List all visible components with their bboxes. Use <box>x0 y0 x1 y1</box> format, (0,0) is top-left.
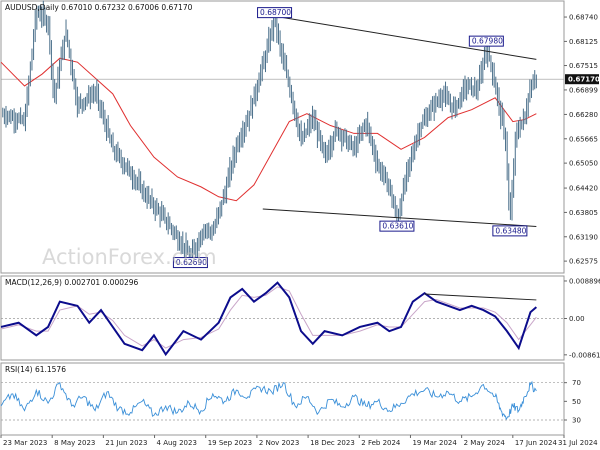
rsi-series-line <box>0 380 537 421</box>
price-callout-box <box>468 35 504 47</box>
rsi-pane: 70 50 30 RSI(14) 61.1576 <box>0 362 581 436</box>
price-y-tick-label: 0.63805 <box>569 209 598 217</box>
x-axis-tick-label: 31 Jul 2024 <box>558 439 598 447</box>
macd-y-tick-label: 0.008896 <box>569 277 600 285</box>
macd-pane-title: MACD(12,26,9) 0.002701 0.000296 <box>5 278 139 287</box>
price-callouts: 0.68700 0.67980 0.63610 0.63480 0.62690 <box>172 7 528 269</box>
price-y-axis: 0.68740 0.68125 0.67515 0.66899 0.66280 0.656… <box>564 14 600 266</box>
macd-lines <box>0 281 538 357</box>
rsi-y-axis: 70 50 30 <box>564 379 581 425</box>
price-pane-border <box>0 0 565 274</box>
moving-average-line <box>0 57 537 202</box>
rsi-line <box>0 380 537 421</box>
price-y-tick-label: 0.65665 <box>569 135 598 143</box>
macd-pane: 0.008896 0.00 -0.008612 MACD(12,26,9) 0.00… <box>0 275 600 361</box>
channel-line <box>262 208 537 227</box>
watermark: ActionForex.com <box>42 245 217 269</box>
current-price-box <box>565 74 599 85</box>
price-y-tick-label: 0.65050 <box>569 160 598 168</box>
macd-y-tick-label: 0.00 <box>569 315 585 323</box>
price-pane: 0.68700 0.67980 0.63610 0.63480 0.62690 0.68… <box>0 0 600 274</box>
x-axis-tick-label: 4 Aug 2023 <box>157 439 197 447</box>
rsi-pane-border <box>0 362 565 436</box>
channel-line <box>277 16 537 60</box>
macd-y-tick-label: -0.008612 <box>569 351 600 359</box>
moving-average <box>0 57 537 202</box>
x-axis-tick-label: 2 Nov 2023 <box>259 439 299 447</box>
macd-y-axis: 0.008896 0.00 -0.008612 <box>564 277 600 359</box>
macd-main-line <box>0 281 538 357</box>
x-axis-tick-label: 23 Mar 2023 <box>3 439 47 447</box>
x-axis-tick-label: 8 May 2023 <box>54 439 95 447</box>
rsi-pane-title: RSI(14) 61.1576 <box>5 365 66 374</box>
x-axis: 23 Mar 2023 8 May 2023 21 Jun 2023 4 Aug 20… <box>0 435 598 447</box>
price-pane-title: AUDUSD,Daily 0.67010 0.67232 0.67006 0.6… <box>5 3 193 12</box>
x-axis-tick-label: 2 May 2024 <box>464 439 506 447</box>
channel-lines <box>262 16 537 227</box>
x-axis-tick-label: 19 Mar 2024 <box>412 439 457 447</box>
price-callout-box <box>257 7 293 19</box>
rsi-y-tick-label: 30 <box>572 417 581 425</box>
price-y-tick-label: 0.68125 <box>569 38 598 46</box>
price-callout-label: 0.63610 <box>382 222 413 231</box>
current-price-label: 0.67170 <box>568 76 600 84</box>
x-axis-tick-label: 18 Dec 2023 <box>310 439 355 447</box>
x-axis-tick-label: 2 Feb 2024 <box>361 439 401 447</box>
macd-trend-line <box>424 293 537 301</box>
price-callout-box <box>492 225 528 237</box>
price-callout-label: 0.68700 <box>260 8 291 17</box>
price-y-tick-label: 0.66280 <box>569 111 598 119</box>
rsi-grid <box>1 382 564 421</box>
price-callout-label: 0.67980 <box>472 37 503 46</box>
price-y-tick-label: 0.66899 <box>569 86 598 94</box>
price-callout-box <box>379 220 415 232</box>
price-y-tick-label: 0.64420 <box>569 185 598 193</box>
rsi-y-tick-label: 70 <box>572 379 581 387</box>
price-callout-label: 0.63480 <box>495 226 526 235</box>
rsi-y-tick-label: 50 <box>572 398 581 406</box>
x-axis-tick-label: 19 Sep 2023 <box>208 439 252 447</box>
price-callout-box <box>172 257 208 269</box>
price-y-tick-label: 0.68740 <box>569 14 598 22</box>
price-y-tick-label: 0.67515 <box>569 62 598 70</box>
price-y-tick-label: 0.63190 <box>569 233 598 241</box>
price-callout-label: 0.62690 <box>176 258 207 267</box>
price-y-tick-label: 0.62575 <box>569 258 598 266</box>
x-axis-tick-label: 21 Jun 2023 <box>105 439 147 447</box>
x-axis-tick-label: 17 Jun 2024 <box>515 439 558 447</box>
